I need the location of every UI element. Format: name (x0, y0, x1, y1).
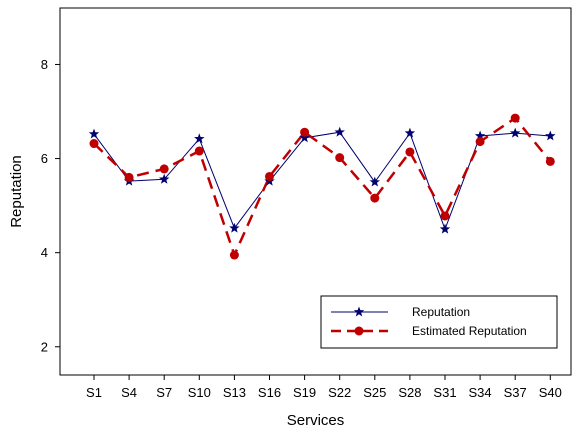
y-tick-label: 4 (41, 245, 48, 260)
estimated-reputation-point (265, 172, 274, 181)
estimated-reputation-point (125, 173, 134, 182)
reputation-point (440, 224, 450, 234)
x-tick-label: S28 (398, 385, 421, 400)
y-tick-label: 2 (41, 339, 48, 354)
x-tick-label: S4 (121, 385, 137, 400)
x-tick-label: S25 (363, 385, 386, 400)
estimated-reputation-point (370, 194, 379, 203)
legend-estimated-marker (355, 327, 364, 336)
x-tick-label: S13 (223, 385, 246, 400)
x-axis-ticks: S1 S4 S7 S10 S13 S16 S19 S22 S25 S28 S31 S34 S37 S40 (86, 375, 562, 400)
reputation-point (229, 223, 239, 233)
x-tick-label: S40 (539, 385, 562, 400)
reputation-point (334, 127, 344, 137)
legend-box (321, 296, 557, 348)
legend-reputation-label: Reputation (412, 305, 470, 319)
legend: Reputation Estimated Reputation (321, 296, 557, 348)
estimated-reputation-point (546, 157, 555, 166)
x-tick-label: S16 (258, 385, 281, 400)
reputation-point (405, 128, 415, 138)
y-tick-label: 8 (41, 57, 48, 72)
estimated-reputation-point (300, 128, 309, 137)
x-tick-label: S10 (188, 385, 211, 400)
x-tick-label: S37 (504, 385, 527, 400)
reputation-point (545, 130, 555, 140)
estimated-reputation-point (160, 164, 169, 173)
y-axis-title: Reputation (8, 155, 25, 228)
estimated-reputation-point (90, 139, 99, 148)
legend-estimated-label: Estimated Reputation (412, 324, 527, 338)
reputation-point (510, 128, 520, 138)
reputation-point (370, 177, 380, 187)
x-tick-label: S7 (156, 385, 172, 400)
x-tick-label: S34 (469, 385, 492, 400)
estimated-reputation-point (441, 211, 450, 220)
x-tick-label: S22 (328, 385, 351, 400)
y-tick-label: 6 (41, 151, 48, 166)
x-tick-label: S31 (433, 385, 456, 400)
estimated-reputation-point (335, 153, 344, 162)
estimated-reputation-point (405, 147, 414, 156)
estimated-reputation-point (476, 137, 485, 146)
estimated-reputation-point (195, 147, 204, 156)
x-tick-label: S1 (86, 385, 102, 400)
x-axis-title: Services (287, 412, 345, 429)
reputation-point (194, 133, 204, 143)
x-tick-label: S19 (293, 385, 316, 400)
estimated-reputation-point (511, 114, 520, 123)
y-axis-ticks: 2 4 6 8 (41, 57, 60, 354)
series-layer (89, 114, 556, 260)
reputation-point (89, 129, 99, 139)
estimated-reputation-point (230, 251, 239, 260)
